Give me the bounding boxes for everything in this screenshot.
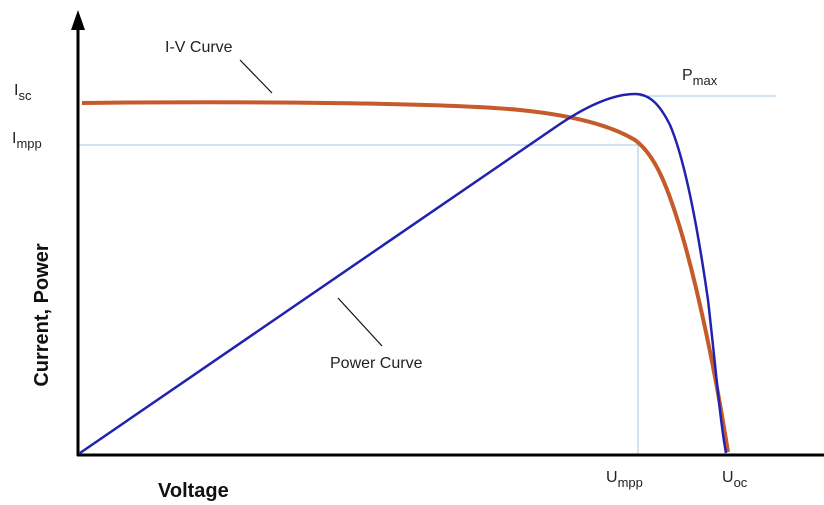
uoc-sub: oc <box>734 475 748 490</box>
uoc-main: U <box>722 469 734 486</box>
impp-main: I <box>12 130 16 147</box>
y-axis-arrow <box>71 10 85 30</box>
power-leader <box>337 297 383 347</box>
impp-label: Impp <box>12 130 42 151</box>
uoc-label: Uoc <box>722 469 748 490</box>
y-axis-title: Current, Power <box>31 243 53 387</box>
iv-curve-label: I-V Curve <box>165 39 233 56</box>
umpp-label: Umpp <box>606 469 643 490</box>
isc-sub: sc <box>18 88 32 103</box>
umpp-sub: mpp <box>618 475 643 490</box>
isc-label: Isc <box>14 82 32 103</box>
umpp-main: U <box>606 469 618 486</box>
power-curve-label: Power Curve <box>330 355 423 372</box>
power-curve <box>79 92 728 455</box>
iv-curve <box>81 100 730 453</box>
pmax-label: Pmax <box>682 67 718 88</box>
iv-leader <box>239 59 273 94</box>
pmax-main: P <box>682 67 693 84</box>
pmax-sub: max <box>693 73 718 88</box>
impp-sub: mpp <box>16 136 41 151</box>
isc-main: I <box>14 82 18 99</box>
x-axis-title: Voltage <box>158 480 229 502</box>
